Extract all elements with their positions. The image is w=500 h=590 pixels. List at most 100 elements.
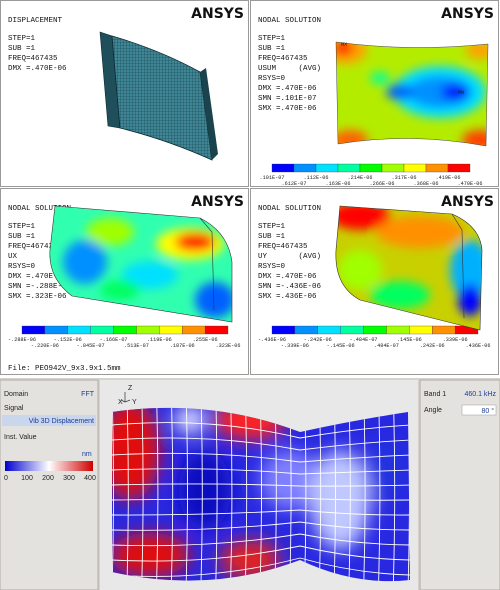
scale-label: 300: [63, 475, 75, 482]
mesh-line: [392, 407, 396, 582]
panel-info: SUB =1: [258, 45, 286, 53]
panel-info: FREQ=467435: [258, 55, 308, 63]
panel-info: DMX =.470E-06: [8, 65, 67, 73]
vibration-map: [112, 407, 410, 582]
contour-region: [370, 281, 430, 309]
legend-swatch: [44, 325, 68, 335]
mesh-line: [229, 407, 233, 582]
mesh-line: [112, 521, 410, 531]
panel-info: USUM (AVG): [258, 65, 321, 73]
mesh-line: [112, 497, 410, 501]
mesh-line: [141, 407, 144, 582]
angle-label: Angle: [424, 407, 442, 414]
legend-label: .419E-06: [436, 175, 461, 181]
ansys-logo: ANSYS: [191, 6, 244, 22]
panel-title: NODAL SOLUTION: [258, 205, 321, 213]
legend-label: .266E-06: [370, 181, 395, 187]
legend-label: .484E-07: [374, 343, 399, 349]
contour-region: [386, 84, 414, 100]
legend-label: .436E-06: [466, 343, 491, 349]
panel-info: RSYS=0: [8, 263, 36, 271]
panel-info: STEP=1: [258, 35, 286, 43]
legend-label: .145E-06: [397, 337, 422, 343]
legend-swatch: [432, 325, 456, 335]
panel-title: DISPLACEMENT: [8, 17, 63, 25]
angle-box: [461, 404, 497, 416]
legend-label: -.152E-06: [54, 337, 82, 343]
panel-info: DMX =.470E-06: [8, 273, 67, 281]
mesh-line: [215, 407, 218, 582]
legend-swatch: [340, 325, 364, 335]
legend-label: .163E-06: [326, 181, 351, 187]
legend-label: .112E-06: [304, 175, 329, 181]
contour-region: [370, 72, 390, 84]
min-marker: MN: [458, 90, 464, 96]
legend-label: .368E-06: [414, 181, 439, 187]
contour-region: [175, 233, 215, 251]
panel-info: RSYS=0: [258, 75, 286, 83]
legend-label: .255E-06: [193, 337, 218, 343]
domain-label: Domain: [4, 391, 28, 398]
legend-swatch: [67, 325, 91, 335]
legend-swatch: [315, 163, 339, 173]
ansys-logo: ANSYS: [441, 6, 494, 22]
panel-info: SMN =-.436E-06: [258, 283, 322, 291]
ux-outline: [49, 205, 233, 323]
uy-outline: [335, 205, 483, 331]
legend-swatch: [294, 325, 318, 335]
mesh-line: [200, 407, 203, 582]
legend-label: -.288E-06: [8, 337, 36, 343]
panel-info: STEP=1: [258, 223, 286, 231]
panel-info: SMX =.436E-06: [258, 293, 317, 301]
map-region: [174, 407, 206, 434]
axis-label: X: [118, 399, 123, 406]
legend-label: -.242E-06: [304, 337, 332, 343]
band-value: 460.1 kHz: [464, 391, 496, 398]
signal-value: Vib 3D Displacement: [29, 418, 94, 425]
panel-title: NODAL SOLUTION: [8, 205, 71, 213]
panel-info: UX (AVG): [8, 253, 71, 261]
legend-label: .317E-06: [392, 175, 417, 181]
legend-swatch: [90, 325, 114, 335]
ux-contour: [49, 206, 232, 322]
scale-label: 400: [84, 475, 96, 482]
legend-swatch: [381, 163, 405, 173]
scale-label: 200: [42, 475, 54, 482]
mesh-line: [112, 533, 410, 547]
panel-title: NODAL SOLUTION: [258, 17, 321, 25]
vibrometer-screenshot: Domain FFT Signal Vib 3D Displacement Inst. …: [0, 378, 500, 590]
mesh-line: [126, 407, 129, 582]
panel-info: SUB =1: [8, 45, 36, 53]
panel-info: RSYS=0: [258, 263, 286, 271]
legend-swatch: [136, 325, 160, 335]
contour-region: [450, 240, 482, 300]
mesh-line: [112, 509, 410, 516]
legend-label: -.166E-07: [100, 337, 128, 343]
legend-label: .119E-06: [147, 337, 172, 343]
usum-contour: [336, 42, 488, 146]
map-region: [112, 533, 190, 577]
legend-swatch: [113, 325, 137, 335]
legend-swatch: [21, 325, 46, 335]
ansys-panels: ANSYS DISPLACEMENT STEP=1 SUB =1 FREQ=467435…: [0, 0, 499, 375]
legend-swatch: [386, 325, 410, 335]
unit-label: nm: [82, 451, 92, 458]
legend-swatch: [271, 325, 296, 335]
contour-region: [335, 206, 390, 230]
mesh-line: [170, 407, 174, 582]
legend-label: -.220E-06: [31, 343, 59, 349]
contour-blobs: [63, 218, 232, 318]
contour-region: [195, 282, 232, 318]
panel-info: STEP=1: [8, 35, 36, 43]
mesh-line: [155, 407, 159, 582]
mesh-edge: [200, 68, 218, 160]
legend-swatch: [317, 325, 341, 335]
angle-value: 80 °: [481, 407, 494, 415]
legend-label: .101E-07: [260, 175, 285, 181]
color-scale: [5, 461, 93, 471]
axis-triad: [120, 392, 131, 403]
panel-info: DMX =.470E-06: [258, 273, 317, 281]
panel-info: STEP=1: [8, 223, 36, 231]
scale-label: 100: [21, 475, 33, 482]
